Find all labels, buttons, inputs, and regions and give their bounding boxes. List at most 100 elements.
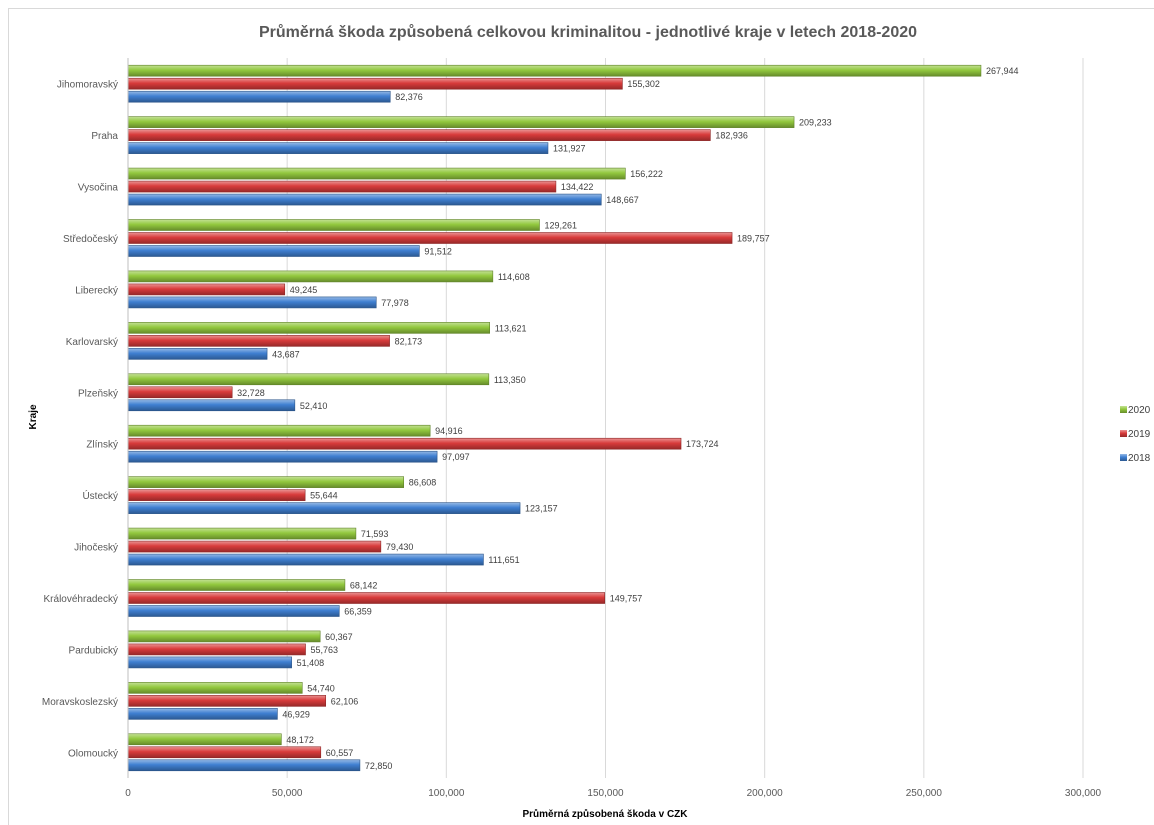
category-label: Olomoucký bbox=[68, 748, 118, 759]
bar-2019 bbox=[127, 489, 306, 501]
category-label: Středočeský bbox=[63, 234, 118, 245]
bar-2019 bbox=[127, 283, 286, 296]
data-label: 148,667 bbox=[606, 195, 639, 205]
data-label: 82,376 bbox=[395, 92, 423, 102]
data-label: 68,142 bbox=[350, 581, 378, 591]
axes: 0 50,000 100,000 150,000 200,000 250,000 300,0… bbox=[42, 58, 1102, 799]
bar-2018 bbox=[127, 605, 340, 617]
data-label: 182,936 bbox=[715, 131, 748, 141]
legend-label: 2020 bbox=[1128, 405, 1151, 416]
data-label: 114,608 bbox=[498, 272, 530, 282]
category-label: Karlovarský bbox=[66, 337, 118, 348]
bar-2018 bbox=[127, 193, 602, 206]
data-label: 111,651 bbox=[488, 555, 519, 565]
category-label: Ústecký bbox=[82, 489, 118, 502]
x-tick-label: 50,000 bbox=[272, 788, 303, 799]
data-label: 55,763 bbox=[311, 645, 339, 655]
data-label: 113,621 bbox=[495, 323, 527, 333]
bar-2020 bbox=[127, 527, 357, 540]
legend-label: 2019 bbox=[1128, 429, 1151, 440]
data-label: 113,350 bbox=[494, 375, 526, 385]
data-label: 149,757 bbox=[610, 594, 643, 604]
data-label: 51,408 bbox=[297, 658, 325, 668]
data-label: 123,157 bbox=[525, 504, 558, 514]
bar-2019 bbox=[127, 746, 322, 759]
data-label: 267,944 bbox=[986, 66, 1019, 76]
category-label: Jihočeský bbox=[74, 543, 118, 554]
data-label: 77,978 bbox=[381, 298, 409, 308]
bar-2018 bbox=[127, 399, 296, 412]
data-label: 52,410 bbox=[300, 401, 328, 411]
bar-2019 bbox=[127, 386, 233, 399]
data-label: 134,422 bbox=[561, 182, 594, 192]
category-label: Vysočina bbox=[78, 183, 119, 194]
bar-2018 bbox=[127, 502, 521, 514]
bar-2018 bbox=[127, 708, 278, 720]
data-label: 82,173 bbox=[395, 336, 423, 346]
bar-2019 bbox=[127, 335, 390, 347]
bar-2019 bbox=[127, 592, 606, 604]
data-label: 86,608 bbox=[409, 478, 437, 488]
data-label: 189,757 bbox=[737, 234, 770, 244]
legend-swatch bbox=[1120, 454, 1127, 461]
x-tick-label: 100,000 bbox=[428, 788, 465, 799]
data-label: 79,430 bbox=[386, 542, 414, 552]
category-label: Královéhradecký bbox=[44, 594, 118, 605]
bars: 267,944 155,302 82,376 209,233 182,936 131,92… bbox=[127, 64, 1019, 772]
data-label: 55,644 bbox=[310, 491, 338, 501]
data-label: 156,222 bbox=[630, 169, 663, 179]
chart-frame-left bbox=[8, 8, 9, 825]
data-label: 129,261 bbox=[544, 221, 577, 231]
bar-2020 bbox=[127, 167, 626, 180]
bar-2020 bbox=[127, 579, 346, 591]
bar-2020 bbox=[127, 476, 405, 488]
data-label: 97,097 bbox=[442, 452, 470, 462]
bar-2020 bbox=[127, 270, 494, 283]
bar-2019 bbox=[127, 695, 327, 707]
bar-2018 bbox=[127, 553, 484, 566]
data-label: 72,850 bbox=[365, 761, 393, 771]
bar-2018 bbox=[127, 656, 292, 669]
bar-2019 bbox=[127, 180, 557, 193]
bar-2020 bbox=[127, 630, 321, 643]
legend: 2020 2019 2018 bbox=[1120, 405, 1151, 464]
bar-2020 bbox=[127, 424, 431, 437]
x-tick-label: 150,000 bbox=[587, 788, 624, 799]
category-label: Liberecký bbox=[75, 285, 118, 296]
bar-2018 bbox=[127, 759, 361, 772]
chart-frame-top bbox=[8, 8, 1154, 9]
bar-2019 bbox=[127, 77, 623, 90]
category-label: Plzeňský bbox=[78, 388, 118, 399]
category-label: Moravskoslezský bbox=[42, 697, 118, 708]
bar-2020 bbox=[127, 116, 795, 128]
bar-2018 bbox=[127, 90, 391, 103]
x-tick-label: 250,000 bbox=[906, 788, 943, 799]
data-label: 54,740 bbox=[307, 683, 335, 693]
x-tick-label: 200,000 bbox=[747, 788, 784, 799]
category-label: Zlínský bbox=[86, 440, 118, 451]
data-label: 48,172 bbox=[286, 735, 314, 745]
bar-2020 bbox=[127, 682, 303, 694]
bar-2020 bbox=[127, 64, 982, 77]
bar-2019 bbox=[127, 232, 733, 244]
bar-2019 bbox=[127, 643, 306, 656]
data-label: 49,245 bbox=[290, 285, 318, 295]
x-tick-label: 300,000 bbox=[1065, 788, 1102, 799]
y-axis-title: Kraje bbox=[28, 404, 39, 429]
x-axis-title: Průměrná způsobená škoda v CZK bbox=[522, 808, 688, 820]
bar-2019 bbox=[127, 540, 382, 553]
bar-2020 bbox=[127, 322, 490, 334]
bar-2020 bbox=[127, 373, 490, 386]
bar-2019 bbox=[127, 437, 682, 450]
data-label: 60,557 bbox=[326, 748, 354, 758]
legend-swatch bbox=[1120, 430, 1127, 437]
gridlines bbox=[286, 58, 1084, 778]
bar-2018 bbox=[127, 348, 268, 360]
data-label: 209,233 bbox=[799, 118, 832, 128]
category-label: Praha bbox=[91, 131, 118, 142]
bar-2020 bbox=[127, 733, 282, 746]
legend-swatch bbox=[1120, 406, 1127, 413]
category-label: Pardubický bbox=[69, 645, 118, 656]
